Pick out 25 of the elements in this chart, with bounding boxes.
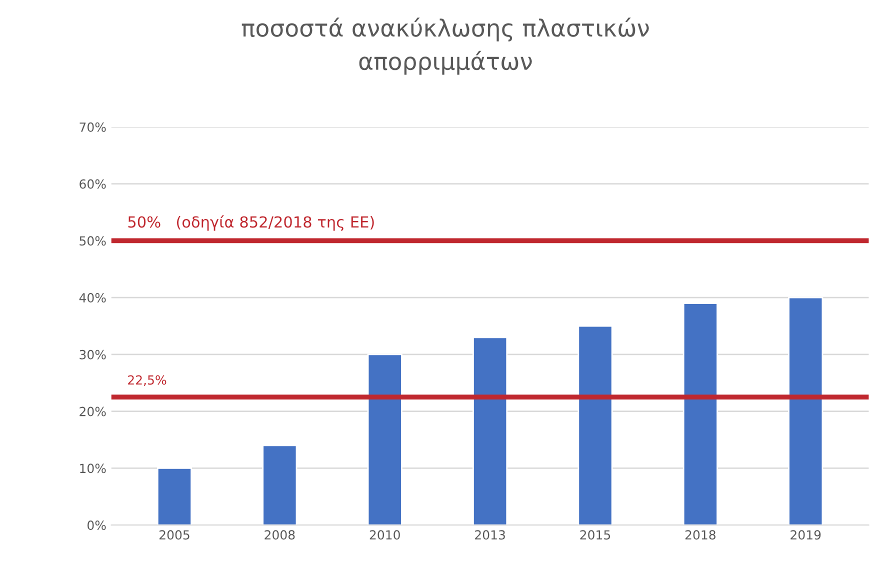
x-tick-label: 2019 xyxy=(790,530,821,540)
ref-line-label: 50% (οδηγία 852/2018 της ΕΕ) xyxy=(128,215,374,231)
x-tick-label: 2015 xyxy=(580,530,610,540)
x-tick-label: 2013 xyxy=(475,530,505,540)
bar xyxy=(472,336,508,526)
chart-title: ποσοστά ανακύκλωσης πλαστικών απορριμμάτων xyxy=(242,18,649,75)
bar xyxy=(262,444,298,526)
y-tick-label: 60% xyxy=(80,179,106,189)
x-tick-label: 2018 xyxy=(685,530,716,540)
y-tick-label: 10% xyxy=(80,464,106,474)
bar xyxy=(682,302,718,526)
x-tick-label: 2010 xyxy=(370,530,400,540)
x-tick-label: 2008 xyxy=(264,530,295,540)
y-tick-label: 70% xyxy=(80,122,106,132)
x-tick-label: 2005 xyxy=(159,530,190,540)
bar xyxy=(788,296,824,526)
y-tick-label: 50% xyxy=(80,236,106,246)
ref-line-label: 22,5% xyxy=(128,375,166,386)
bar xyxy=(367,354,402,526)
y-tick-label: 0% xyxy=(88,520,106,530)
y-tick-label: 40% xyxy=(79,293,106,302)
bar xyxy=(578,325,613,526)
y-tick-label: 30% xyxy=(80,350,106,360)
bar xyxy=(156,468,192,526)
y-tick-label: 20% xyxy=(80,406,106,416)
